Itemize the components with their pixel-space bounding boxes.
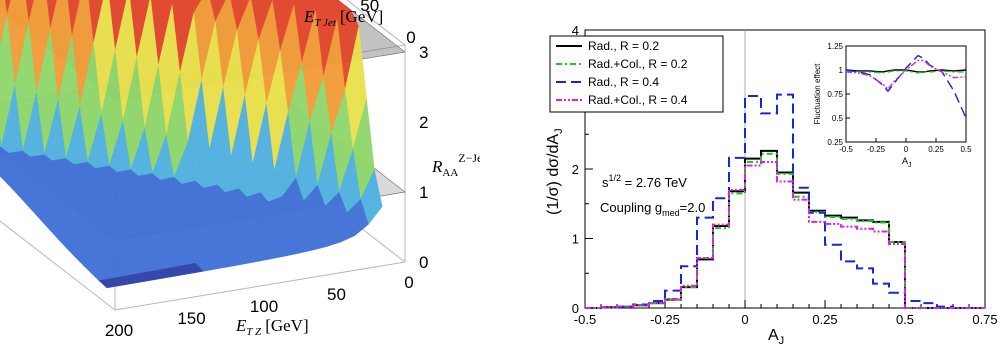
surface-facet	[0, 0, 8, 49]
x-tick-label: 0.25	[812, 312, 837, 327]
inset-y-tick-label: 1	[839, 66, 844, 75]
y-axis-label: ET Z [GeV]	[235, 316, 309, 338]
energy-annotation: s1/2 = 2.76 TeV	[602, 173, 687, 190]
surface-plot: 0501001502000501001502000123 ET Jet[GeV]…	[0, 0, 486, 340]
z-axis-label: RAAZ−Jet	[431, 151, 480, 179]
y-tick-label: 0	[404, 273, 413, 292]
legend-entry-label: Rad.+Col., R = 0.2	[588, 57, 688, 71]
y-tick-label: 4	[572, 23, 579, 38]
surface-plot-panel: 0501001502000501001502000123 ET Jet[GeV]…	[0, 0, 486, 350]
x-tick-label: -0.25	[650, 312, 680, 327]
coupling-annotation: Coupling gmed=2.0	[600, 200, 705, 218]
surface-facet	[0, 159, 4, 164]
inset-x-tick-label: -0.25	[867, 145, 886, 154]
z-tick-label: 2	[419, 113, 428, 132]
x-axis-label: ET Jet [GeV]	[303, 7, 383, 29]
z-tick-label: 3	[419, 43, 428, 62]
legend-box	[549, 35, 724, 113]
z-tick-label: 1	[419, 183, 428, 202]
x-tick-label: 50	[360, 0, 379, 15]
x-axis-label: AJ	[768, 327, 784, 347]
y-tick-label: 2	[572, 162, 579, 177]
inset-series-line	[845, 59, 967, 91]
y-tick-label: 150	[177, 309, 205, 328]
surface-facet	[98, 277, 121, 289]
inset-y-tick-label: 1.25	[827, 42, 843, 51]
y-tick-label: 1	[572, 232, 579, 247]
series-line	[585, 161, 985, 309]
inset-y-tick-label: 0.25	[827, 138, 843, 147]
inset-x-tick-label: 0	[904, 145, 909, 154]
inset-x-tick-label: -0.5	[839, 145, 853, 154]
x-tick-label: 0.75	[972, 312, 997, 327]
inset-y-axis-label: Fluctuation effect	[813, 63, 822, 125]
x-tick-label: -0.5	[574, 312, 596, 327]
z-tick-label: 0	[419, 253, 428, 272]
surface-facet	[0, 136, 2, 148]
x-tick-label: 0	[741, 312, 748, 327]
y-tick-label: 0	[572, 301, 579, 316]
box-bottom-edge	[0, 220, 116, 311]
legend-entry-label: Rad., R = 0.4	[588, 75, 659, 89]
y-axis-label: (1/σ) dσ/dAJ	[545, 128, 565, 215]
inset-y-tick-label: 0.5	[832, 114, 844, 123]
inset-x-tick-label: 0.5	[960, 145, 972, 154]
y-tick-label: 200	[105, 321, 133, 340]
inset-frame	[845, 45, 967, 143]
inset-y-tick-label: 0.75	[827, 90, 843, 99]
box-bottom-edge	[114, 261, 406, 311]
inset-x-axis-label: AJ	[902, 156, 912, 169]
y-tick-label: 50	[327, 285, 346, 304]
inset-x-tick-label: 0.25	[928, 145, 944, 154]
surface-facet	[4, 0, 11, 15]
box-top-edge	[345, 0, 406, 46]
surface-facet	[0, 147, 10, 155]
legend-entry-label: Rad., R = 0.2	[588, 39, 659, 53]
x-tick-label: 0	[406, 28, 415, 47]
y-tick-label: 100	[250, 297, 278, 316]
x-tick-label: 0.5	[896, 312, 914, 327]
legend-entry-label: Rad.+Col., R = 0.4	[588, 93, 688, 107]
